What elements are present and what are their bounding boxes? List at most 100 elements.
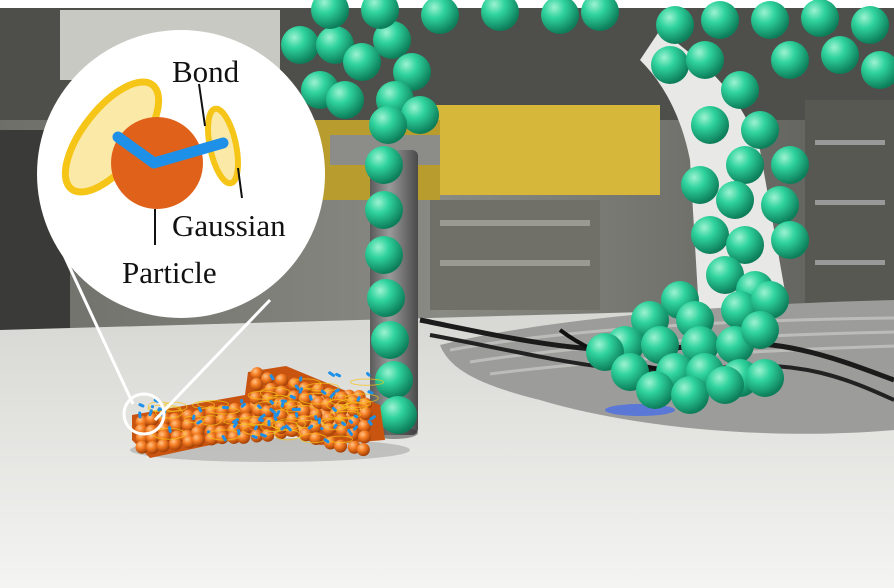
gaussian-splat [259,387,292,399]
bond-segment [369,415,376,421]
particle-sphere [250,377,264,391]
gaussian-splat [329,394,353,406]
gaussian-splat [295,419,320,429]
bond-segment [298,387,304,394]
gaussian-splat [349,378,385,386]
callout-line-lower [153,298,272,422]
bond-segment [138,403,145,408]
robot-sphere [741,311,779,349]
robot-sphere [401,96,439,134]
bond-segment [331,406,337,413]
bond-segment [191,414,196,420]
particle-sphere [250,367,264,381]
robot-sphere [686,41,724,79]
robot-sphere [726,146,764,184]
bond-segment [367,420,373,426]
gaussian-splat [247,390,278,400]
label-bond: Bond [172,54,240,89]
gaussian-splat [299,433,327,444]
gaussian-leader [237,167,243,199]
robot-sphere [369,106,407,144]
bond-segment [347,428,353,436]
particle-sphere [156,439,170,453]
bond-segment [289,394,296,400]
zoom-callout: Bond Gaussian Particle [37,30,325,318]
particle-sphere [181,418,195,432]
robot-sphere [701,1,739,39]
particle-sphere [358,430,372,444]
gaussian-splat [279,400,304,413]
bond-segment [328,371,336,377]
bond-segment [307,424,314,430]
robot-sphere [851,6,889,44]
robot-sphere [393,53,431,91]
robot-sphere [316,26,354,64]
robot-sphere [365,146,403,184]
robot-sphere [861,51,894,89]
zoom-marker-circle [122,392,166,436]
bond-segment [257,404,262,410]
particle-sphere [249,391,263,405]
bond-segment [157,407,161,412]
bond-segment [251,434,258,439]
robot-sphere [671,376,709,414]
bond-segment [196,419,203,425]
robot-sphere [681,166,719,204]
robot-sphere-cluster [281,0,894,434]
gaussian-splat [239,416,273,426]
particle-sphere [135,440,149,454]
robot-sphere [801,0,839,37]
robot-sphere [311,0,349,29]
robot-sphere [421,0,459,34]
robot-sphere [379,396,417,434]
robot-sphere [361,0,399,29]
gaussian-splat [299,392,333,405]
bond-segment [335,372,342,378]
bond-segment [260,433,267,438]
robot-sphere [343,43,381,81]
bond-segment [167,426,172,433]
robot-sphere [375,361,413,399]
particle-sphere [275,373,289,387]
robot-sphere [691,216,729,254]
bond-segment [333,423,338,429]
label-gaussian: Gaussian [172,208,286,243]
robot-sphere [706,366,744,404]
callout-line-upper [55,239,135,405]
bond-segment [269,399,274,405]
particle-sphere [334,439,348,453]
bond-segment [314,415,318,421]
bond-segment [323,438,330,444]
bond-segment [232,421,238,429]
gaussian-splat [344,393,379,403]
robot-sphere [281,26,319,64]
gaussian-splat [192,400,216,409]
bond-icon [112,131,229,169]
robot-sphere [371,321,409,359]
bond-segment [197,406,203,413]
particle-sphere [145,413,159,427]
gaussian-splat [327,435,354,444]
gaussian-splat [196,400,229,409]
particle-sphere [359,406,373,420]
robot-sphere [365,236,403,274]
bond-segment [340,421,347,427]
robot-sphere [706,256,744,294]
gaussian-splat [223,417,256,426]
particle-sphere [356,443,370,457]
bond-segment [258,413,266,420]
robot-sphere [751,1,789,39]
bond-segment [329,392,336,399]
particle-sphere [347,415,361,429]
particle-sphere [336,424,350,438]
robot-sphere [691,106,729,144]
bond-segment [280,401,285,408]
gaussian-splat [266,394,291,406]
gaussian-splat [271,420,299,430]
particle-sphere [250,429,264,443]
bond-segment [269,407,276,414]
robot-sphere [481,0,519,31]
gaussian-splat [328,410,361,419]
bond-segment [353,414,359,419]
